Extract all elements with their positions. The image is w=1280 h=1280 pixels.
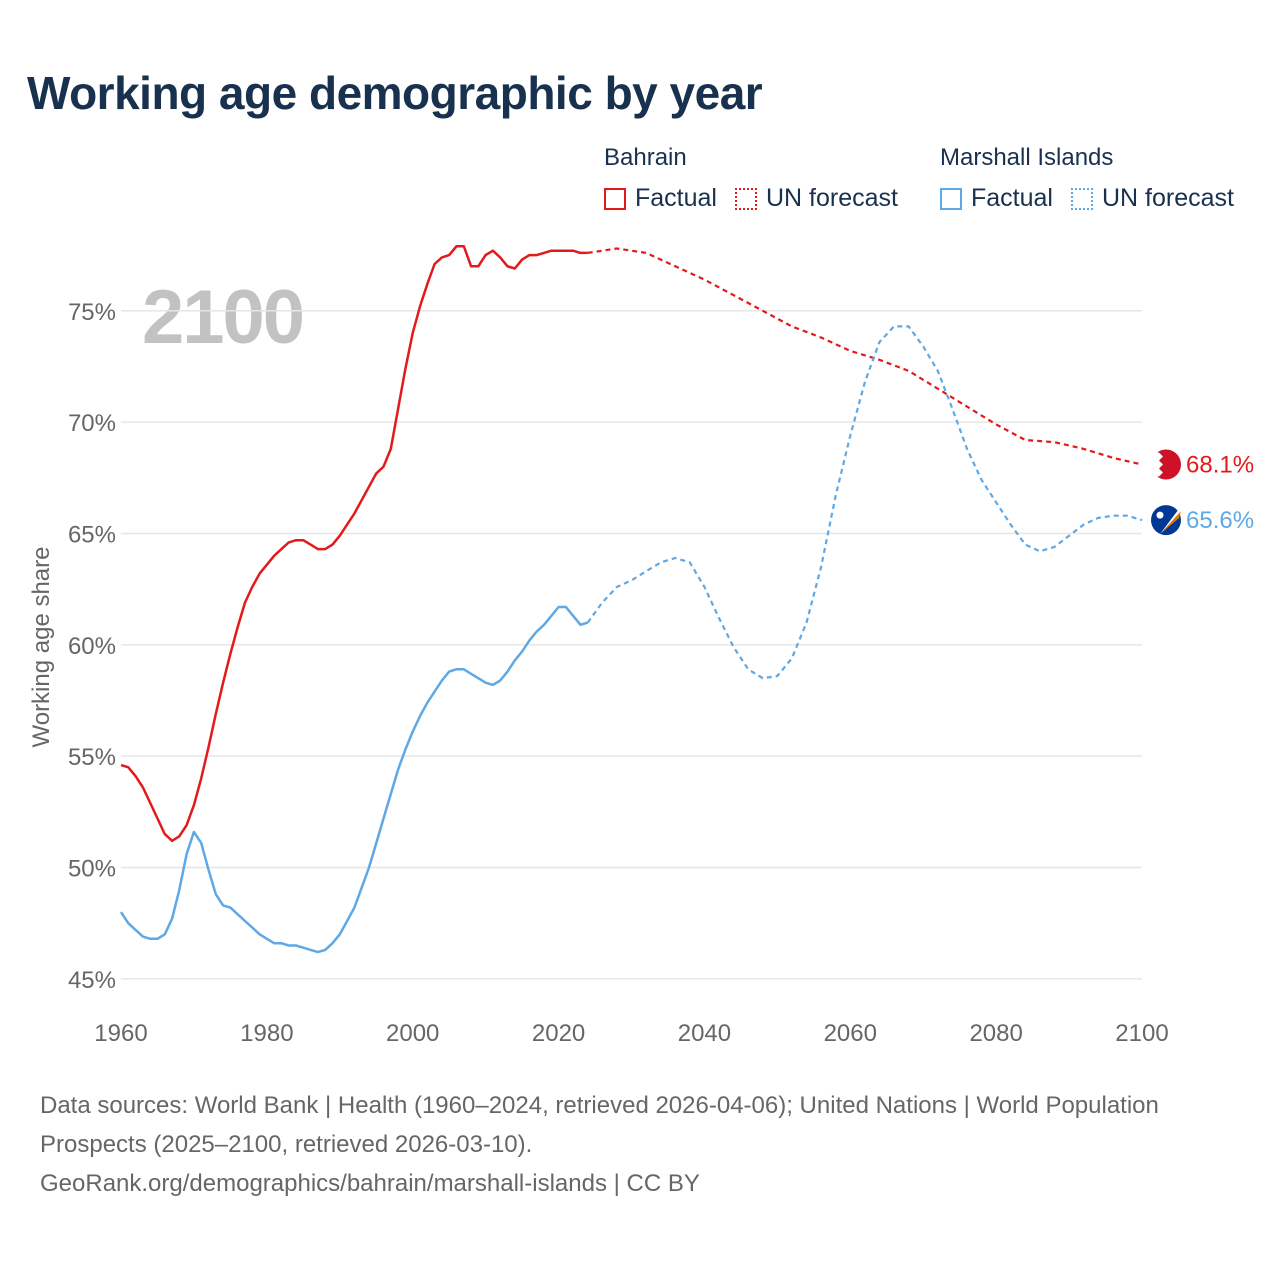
y-tick-label: 75%	[68, 299, 116, 326]
flag-serration	[1151, 452, 1163, 477]
series-line-marshall-islands-factual	[119, 605, 589, 954]
legend-label: UN forecast	[765, 184, 898, 212]
end-value-label-bahrain: 68.1%	[1186, 451, 1254, 478]
series-lines	[119, 244, 1143, 954]
bahrain-flag-icon	[1151, 449, 1181, 480]
x-tick-label: 1980	[240, 1020, 293, 1047]
y-tick-label: 65%	[68, 521, 116, 548]
legend-swatch-dotted	[1070, 187, 1093, 210]
legend-item-marshall-factual[interactable]: Factual	[940, 184, 1053, 213]
legend-item-bahrain-factual[interactable]: Factual	[604, 184, 717, 213]
legend-item-bahrain-forecast[interactable]: UN forecast	[734, 184, 898, 213]
legend-country-marshall-islands: Marshall Islands	[940, 144, 1114, 171]
x-tick-label: 2060	[824, 1020, 877, 1047]
x-tick-label: 2080	[969, 1020, 1022, 1047]
end-markers: 68.1% 65.6%	[1151, 449, 1254, 536]
gridlines	[121, 310, 1142, 980]
legend-swatch-solid	[940, 187, 962, 210]
legend-swatch-solid	[604, 187, 626, 210]
y-axis-ticks: 45% 50% 55% 60% 65% 70% 75%	[68, 299, 116, 994]
year-watermark: 2100	[142, 275, 303, 360]
x-axis-ticks: 1960 1980 2000 2020 2040 2060 2080 2100	[94, 1020, 1168, 1047]
credit-link[interactable]: GeoRank.org/demographics/bahrain/marshal…	[40, 1170, 700, 1197]
chart-title: Working age demographic by year	[27, 67, 763, 119]
y-tick-label: 50%	[68, 856, 116, 883]
legend-label: Factual	[635, 184, 717, 212]
x-tick-label: 2000	[386, 1020, 439, 1047]
legend-label: UN forecast	[1101, 184, 1234, 212]
series-line-bahrain-forecast	[587, 247, 1143, 466]
y-tick-label: 70%	[68, 410, 116, 437]
y-tick-label: 55%	[68, 744, 116, 771]
flag-stripe-white	[1160, 506, 1181, 535]
legend-label: Factual	[971, 184, 1053, 212]
x-tick-label: 2040	[678, 1020, 731, 1047]
legend-country-bahrain: Bahrain	[604, 144, 687, 171]
series-line-marshall-islands-forecast	[586, 325, 1143, 680]
x-tick-label: 2020	[532, 1020, 585, 1047]
x-tick-label: 1960	[94, 1020, 147, 1047]
marshall-islands-flag-icon	[1151, 505, 1181, 536]
legend-swatch-dotted	[734, 187, 757, 210]
legend-item-marshall-forecast[interactable]: UN forecast	[1070, 184, 1234, 213]
y-axis-label: Working age share	[28, 547, 55, 748]
end-value-label-marshall-islands: 65.6%	[1186, 507, 1254, 534]
legend-group-marshall-islands: Marshall Islands Factual UN forecast	[940, 144, 1252, 213]
footer: Data sources: World Bank | Health (1960–…	[40, 1086, 1240, 1203]
line-chart: 2100 45% 50% 55% 60% 65% 70% 75% 1960 1980 2000 2…	[28, 244, 1254, 1047]
y-tick-label: 45%	[68, 967, 116, 994]
series-line-bahrain-factual	[120, 244, 588, 843]
flag-star	[1156, 511, 1164, 519]
data-sources: Data sources: World Bank | Health (1960–…	[40, 1092, 1159, 1158]
y-tick-label: 60%	[68, 633, 116, 660]
x-tick-label: 2100	[1115, 1020, 1168, 1047]
legend-group-bahrain: Bahrain Factual UN forecast	[604, 144, 916, 213]
